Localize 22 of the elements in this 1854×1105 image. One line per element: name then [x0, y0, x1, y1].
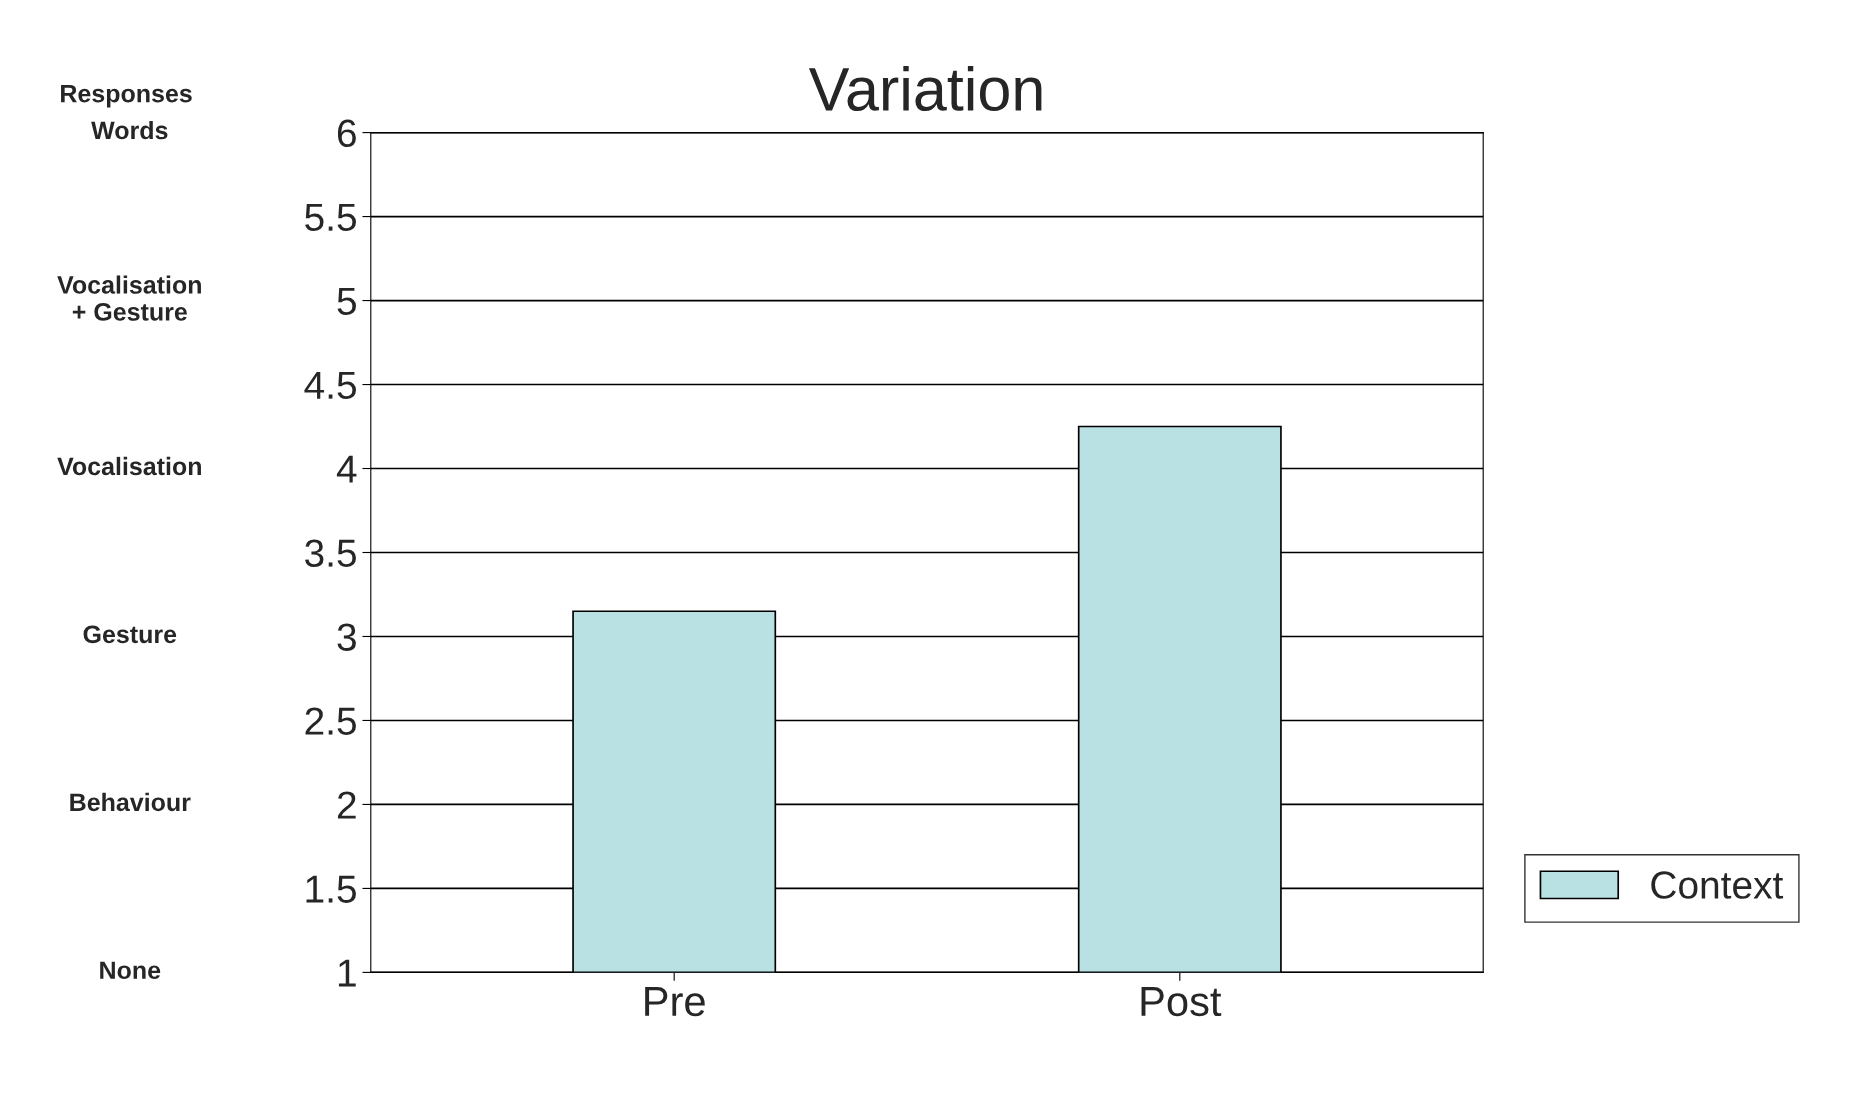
- text: Behaviour: [70, 792, 191, 812]
- y-tick-label: 5: [337, 287, 356, 316]
- y-tick-label: 4.5: [304, 371, 356, 400]
- x-tick-label: Post: [1141, 987, 1222, 1017]
- y-tick-label: 3.5: [305, 539, 356, 567]
- y-tick-label: 5.5: [305, 203, 356, 232]
- y-tick-label: 3: [337, 623, 356, 651]
- text: Words: [91, 120, 168, 140]
- y-axis-title: Responses: [61, 85, 192, 108]
- text: None: [100, 961, 161, 980]
- text: Gesture: [83, 625, 177, 644]
- x-tick-label: Pre: [645, 987, 705, 1017]
- chart-title: Variation: [808, 66, 1042, 111]
- y-tick-label: 1.5: [306, 875, 356, 903]
- y-tick-label: 2: [337, 791, 356, 819]
- y-tick-label: 4: [336, 455, 357, 483]
- text: Vocalisation + Gesture: [57, 275, 201, 321]
- text: Vocalisation: [57, 456, 201, 476]
- y-tick-label: 1: [338, 959, 356, 987]
- y-tick-label: 2.5: [305, 707, 356, 735]
- y-tick-label: 6: [337, 119, 356, 148]
- legend-label: Context: [1651, 871, 1784, 899]
